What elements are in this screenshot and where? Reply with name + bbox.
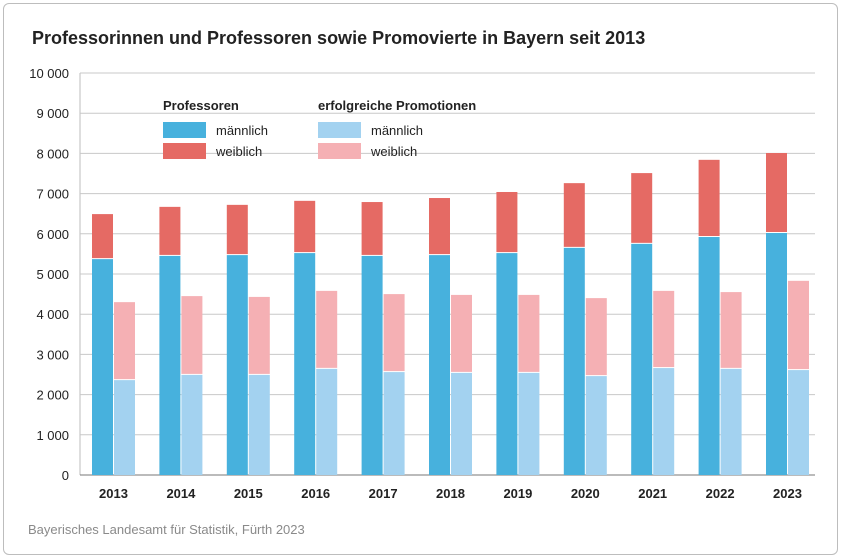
bar-professoren-weiblich (294, 200, 316, 253)
y-tick-label: 9 000 (36, 106, 69, 121)
y-tick-label: 0 (62, 468, 69, 483)
bar-professoren-weiblich (226, 204, 248, 255)
x-tick-label: 2013 (99, 486, 128, 501)
x-tick-label: 2022 (706, 486, 735, 501)
bar-professoren-maennlich (563, 247, 585, 475)
bar-promotionen-weiblich (383, 294, 405, 372)
y-tick-label: 4 000 (36, 307, 69, 322)
x-tick-label: 2019 (503, 486, 532, 501)
bar-promotionen-maennlich (451, 372, 472, 475)
y-tick-label: 7 000 (36, 187, 69, 202)
bar-promotionen-weiblich (585, 298, 607, 376)
bar-promotionen-weiblich (653, 290, 675, 368)
bar-professoren-weiblich (496, 191, 518, 253)
bar-promotionen-weiblich (451, 294, 472, 372)
legend-label-prof-m: männlich (216, 123, 268, 138)
legend-swatch-prom-m (318, 122, 361, 138)
y-tick-label: 5 000 (36, 267, 69, 282)
bar-promotionen-maennlich (383, 372, 405, 475)
bar-professoren-weiblich (631, 173, 653, 243)
legend-label-prom-w: weiblich (370, 144, 417, 159)
legend: Professoren männlich weiblich erfolgreic… (163, 98, 476, 159)
bar-promotionen-weiblich (518, 294, 540, 372)
bar-professoren-weiblich (361, 202, 383, 255)
bar-promotionen-maennlich (653, 368, 675, 475)
bar-promotionen-weiblich (316, 290, 338, 368)
x-tick-label: 2023 (773, 486, 802, 501)
bar-professoren-maennlich (92, 259, 113, 475)
bar-promotionen-weiblich (181, 296, 203, 374)
x-tick-label: 2015 (234, 486, 263, 501)
bar-promotionen-weiblich (114, 302, 135, 380)
bar-professoren-maennlich (698, 237, 720, 475)
bar-promotionen-weiblich (788, 280, 809, 370)
bar-promotionen-maennlich (788, 370, 809, 475)
legend-group1-title: Professoren (163, 98, 239, 113)
bar-promotionen-maennlich (720, 368, 742, 475)
bar-promotionen-maennlich (181, 374, 203, 475)
y-tick-label: 6 000 (36, 227, 69, 242)
legend-group2-title: erfolgreiche Promotionen (318, 98, 476, 113)
bar-professoren-weiblich (429, 198, 450, 255)
bar-promotionen-maennlich (585, 376, 607, 475)
bar-professoren-weiblich (159, 206, 181, 255)
bar-professoren-maennlich (631, 243, 653, 475)
x-tick-label: 2016 (301, 486, 330, 501)
y-tick-label: 1 000 (36, 428, 69, 443)
bar-professoren-weiblich (698, 159, 720, 237)
bar-professoren-maennlich (766, 232, 787, 475)
y-tick-label: 3 000 (36, 347, 69, 362)
bar-professoren-maennlich (429, 255, 450, 475)
bar-promotionen-weiblich (248, 296, 270, 374)
x-tick-label: 2020 (571, 486, 600, 501)
bar-professoren-maennlich (294, 253, 316, 475)
x-tick-label: 2021 (638, 486, 667, 501)
y-tick-label: 8 000 (36, 146, 69, 161)
bar-professoren-weiblich (563, 183, 585, 247)
bar-professoren-weiblich (766, 152, 787, 232)
bar-promotionen-maennlich (248, 374, 270, 475)
bar-promotionen-maennlich (316, 368, 338, 475)
bar-promotionen-maennlich (114, 380, 135, 475)
bar-professoren-maennlich (226, 255, 248, 475)
bar-professoren-maennlich (496, 253, 518, 475)
bar-professoren-maennlich (159, 255, 181, 475)
legend-swatch-prof-w (163, 143, 206, 159)
y-tick-label: 10 000 (29, 66, 69, 81)
legend-swatch-prof-m (163, 122, 206, 138)
source-note: Bayerisches Landesamt für Statistik, Für… (28, 522, 305, 537)
bar-promotionen-maennlich (518, 372, 540, 475)
x-tick-label: 2018 (436, 486, 465, 501)
bar-promotionen-weiblich (720, 292, 742, 368)
legend-label-prom-m: männlich (371, 123, 423, 138)
chart-title: Professorinnen und Professoren sowie Pro… (32, 28, 646, 48)
legend-label-prof-w: weiblich (215, 144, 262, 159)
y-tick-label: 2 000 (36, 388, 69, 403)
bar-professoren-maennlich (361, 255, 383, 475)
x-tick-label: 2014 (166, 486, 196, 501)
bar-professoren-weiblich (92, 214, 113, 259)
legend-swatch-prom-w (318, 143, 361, 159)
x-tick-label: 2017 (369, 486, 398, 501)
